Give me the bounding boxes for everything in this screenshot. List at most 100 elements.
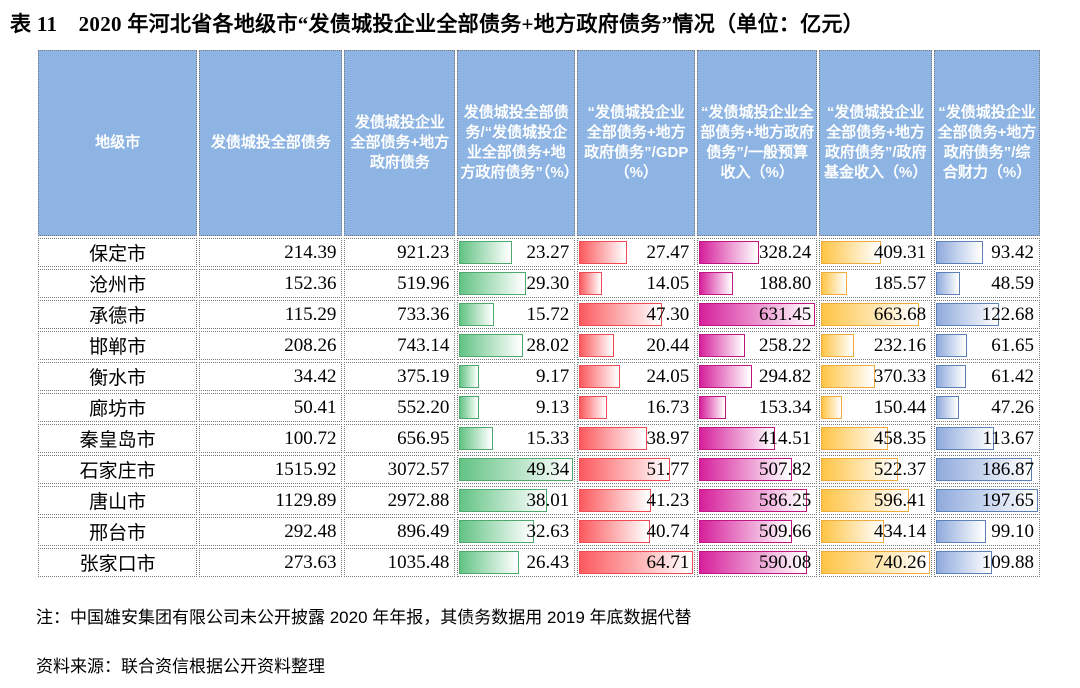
orange-data-bar [821,520,885,543]
green-data-bar [459,334,524,357]
red-data-bar [579,334,614,357]
red-data-bar [579,303,663,326]
value-cell: 100.72 [199,424,343,453]
value-text: 28.02 [526,334,570,356]
value-text: 16.73 [646,396,690,418]
city-cell: 廊坊市 [38,393,198,422]
city-cell: 保定市 [38,238,198,267]
value-cell: 434.14 [819,517,933,546]
value-cell: 113.67 [934,424,1040,453]
green-data-bar [459,489,547,512]
value-cell: 27.47 [577,238,696,267]
value-text: 113.67 [982,427,1034,449]
value-text: 49.34 [526,458,570,480]
blue-data-bar [936,272,960,295]
value-cell: 9.17 [457,362,576,391]
magenta-data-bar [699,303,816,326]
value-text: 20.44 [646,334,690,356]
value-cell: 186.87 [934,455,1040,484]
table-title: 表 11 2020 年河北省各地级市“发债城投企业全部债务+地方政府债务”情况（… [10,12,865,36]
green-data-bar [459,303,495,326]
value-cell: 375.19 [344,362,456,391]
value-cell: 15.33 [457,424,576,453]
value-cell: 552.20 [344,393,456,422]
red-data-bar [579,396,608,419]
magenta-data-bar [699,365,753,388]
value-text: 328.24 [758,241,812,263]
orange-data-bar [821,365,875,388]
table-row: 邯郸市 208.26 743.14 28.02 20.44 258.22 232.16 61.… [38,331,1040,360]
magenta-data-bar [699,458,793,481]
orange-data-bar [821,458,898,481]
value-cell: 153.34 [697,393,818,422]
value-text: 596.41 [873,489,927,511]
value-text: 590.08 [758,551,812,573]
green-data-bar [459,427,494,450]
value-cell: 656.95 [344,424,456,453]
value-text: 14.05 [646,272,690,294]
value-text: 40.74 [646,520,690,542]
value-cell: 292.48 [199,517,343,546]
column-header-budget: “发债城投企业全部债务+地方政府债务”/一般预算收入（%） [697,50,818,236]
value-cell: 522.37 [819,455,933,484]
value-cell: 9.13 [457,393,576,422]
value-text: 51.77 [646,458,690,480]
magenta-data-bar [699,334,746,357]
table-header: 地级市 发债城投全部债务 发债城投企业全部债务+地方政府债务 发债城投全部债务/“发债… [38,50,1040,236]
value-cell: 26.43 [457,548,576,577]
value-cell: 328.24 [697,238,818,267]
value-cell: 3072.57 [344,455,456,484]
red-data-bar [579,365,621,388]
orange-data-bar [821,427,888,450]
value-cell: 40.74 [577,517,696,546]
table-row: 石家庄市 1515.92 3072.57 49.34 51.77 507.82 522.37… [38,455,1040,484]
red-data-bar [579,489,652,512]
value-text: 153.34 [758,396,812,418]
table-note: 注：中国雄安集团有限公司未公开披露 2020 年年报，其债务数据用 2019 年… [36,608,692,627]
blue-data-bar [936,427,994,450]
orange-data-bar [821,334,855,357]
magenta-data-bar [699,489,807,512]
value-text: 434.14 [873,520,927,542]
value-cell: 32.63 [457,517,576,546]
value-cell: 509.66 [697,517,818,546]
value-cell: 733.36 [344,300,456,329]
value-text: 186.87 [981,458,1034,480]
column-header-debt: 发债城投全部债务 [199,50,343,236]
value-cell: 519.96 [344,269,456,298]
red-data-bar [579,272,603,295]
blue-data-bar [936,458,1033,481]
value-cell: 61.42 [934,362,1040,391]
value-cell: 64.71 [577,548,696,577]
value-cell: 93.42 [934,238,1040,267]
city-cell: 沧州市 [38,269,198,298]
blue-data-bar [936,396,959,419]
red-data-bar [579,241,627,264]
blue-data-bar [936,303,999,326]
city-cell: 秦皇岛市 [38,424,198,453]
value-cell: 896.49 [344,517,456,546]
green-data-bar [459,551,520,574]
value-text: 586.25 [758,489,812,511]
value-text: 150.44 [873,396,927,418]
value-cell: 49.34 [457,455,576,484]
value-text: 32.63 [526,520,570,542]
value-cell: 743.14 [344,331,456,360]
orange-data-bar [821,241,881,264]
green-data-bar [459,520,534,543]
value-cell: 1129.89 [199,486,343,515]
blue-data-bar [936,520,987,543]
value-text: 38.01 [526,489,570,511]
value-text: 294.82 [758,365,812,387]
blue-data-bar [936,489,1038,512]
value-cell: 48.59 [934,269,1040,298]
value-text: 197.65 [981,489,1034,511]
table-row: 张家口市 273.63 1035.48 26.43 64.71 590.08 740.26 1… [38,548,1040,577]
value-cell: 188.80 [697,269,818,298]
value-text: 64.71 [646,551,690,573]
value-cell: 16.73 [577,393,696,422]
column-header-ratio: 发债城投全部债务/“发债城投企业全部债务+地方政府债务”（%） [457,50,579,236]
value-text: 99.10 [991,520,1034,542]
table-row: 邢台市 292.48 896.49 32.63 40.74 509.66 434.14 99.… [38,517,1040,546]
value-cell: 28.02 [457,331,576,360]
